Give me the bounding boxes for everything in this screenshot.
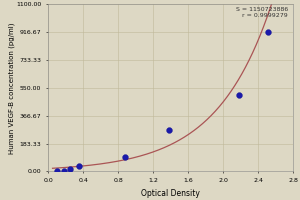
Point [61,170,66,173]
Y-axis label: Human VEGF-B concentration (pg/ml): Human VEGF-B concentration (pg/ml) [8,22,15,154]
Point [236,94,241,97]
Point [167,128,171,131]
Text: S = 1150723886
r = 0.9999279: S = 1150723886 r = 0.9999279 [236,7,288,18]
Point [266,30,271,34]
Point [68,167,72,170]
Point [55,170,59,173]
X-axis label: Optical Density: Optical Density [141,189,200,198]
Point [76,164,81,167]
Point [123,156,128,159]
